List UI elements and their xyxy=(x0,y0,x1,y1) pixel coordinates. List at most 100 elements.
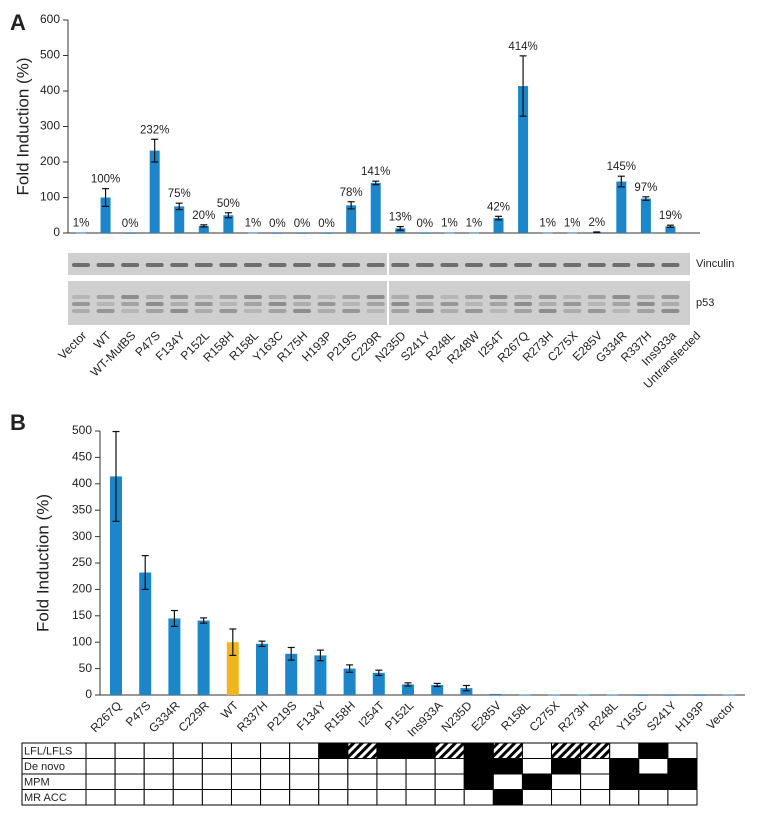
blot-band xyxy=(293,295,312,299)
blot-band xyxy=(219,295,238,299)
value-label: 0% xyxy=(122,218,139,230)
value-label: 20% xyxy=(192,210,215,222)
bar xyxy=(247,232,258,234)
table-cell xyxy=(521,789,553,806)
table-cell xyxy=(405,758,436,775)
bar xyxy=(665,226,676,233)
table-cell xyxy=(405,789,436,806)
table-cell xyxy=(609,742,640,759)
table-cell xyxy=(143,742,174,759)
blot-band xyxy=(538,309,557,313)
x-tick-label: R158H xyxy=(322,698,358,734)
x-tick-label: C275X xyxy=(527,698,563,734)
blot-band xyxy=(538,302,557,306)
y-tick-label: 0 xyxy=(53,225,60,239)
blot-band xyxy=(440,302,459,306)
blot-band xyxy=(587,295,606,299)
blot-band xyxy=(391,302,410,306)
blot-band xyxy=(170,263,189,267)
bar xyxy=(139,572,152,695)
bar xyxy=(256,643,268,695)
error-bar xyxy=(666,224,674,228)
value-label: 232% xyxy=(140,124,169,136)
table-cell xyxy=(521,758,553,775)
y-tick-label: 500 xyxy=(72,423,92,437)
x-tick-label: Vector xyxy=(55,328,89,362)
blot-band xyxy=(194,295,213,299)
y-axis-title: Fold Induction (%) xyxy=(33,494,52,632)
blot-label: Vinculin xyxy=(696,258,734,270)
error-bar xyxy=(617,175,625,188)
error-bar xyxy=(462,684,470,692)
error-bar xyxy=(112,430,120,522)
x-tick-label: S241Y xyxy=(644,698,679,733)
table-cell xyxy=(521,773,553,790)
blot-band xyxy=(587,309,606,313)
blot-band xyxy=(72,302,90,306)
table-cell xyxy=(85,758,116,775)
blot-strip xyxy=(68,281,690,325)
x-tick-label: R158L xyxy=(498,698,533,733)
x-tick-label: R273H xyxy=(555,698,591,734)
blot-band xyxy=(538,263,557,267)
blot-label: p53 xyxy=(696,297,714,309)
blot-band xyxy=(293,309,312,313)
blot-band xyxy=(170,302,189,306)
blot-band xyxy=(514,295,533,299)
table-cell xyxy=(551,773,582,790)
table-cell xyxy=(172,789,203,806)
error-bar xyxy=(519,55,527,117)
table-cell xyxy=(85,742,116,759)
bar xyxy=(168,618,181,695)
table-row-label: MPM xyxy=(24,777,50,789)
bar xyxy=(664,695,677,696)
y-tick-label: 450 xyxy=(72,450,92,464)
error-bar xyxy=(433,682,441,688)
y-tick-label: 300 xyxy=(72,529,92,543)
table-cell xyxy=(667,789,698,806)
table-cell xyxy=(667,758,698,775)
error-bar xyxy=(141,555,149,591)
error-bar xyxy=(175,202,183,211)
blot-band xyxy=(268,263,287,267)
table-cell xyxy=(114,742,145,759)
value-label: 1% xyxy=(441,218,458,230)
bar xyxy=(197,620,210,695)
blot-band xyxy=(415,295,434,299)
table-cell xyxy=(143,789,174,806)
table-cell xyxy=(289,742,320,759)
blot-band xyxy=(145,302,164,306)
blot-band xyxy=(268,295,287,299)
table-cell xyxy=(347,773,378,790)
blot-band xyxy=(268,309,287,313)
bar xyxy=(567,232,578,234)
bar xyxy=(489,693,502,695)
table-cell xyxy=(638,758,669,775)
table-cell xyxy=(318,789,349,806)
y-axis-title: Fold Induction (%) xyxy=(13,58,32,196)
y-tick-label: 200 xyxy=(72,582,92,596)
bar xyxy=(110,476,122,695)
table-cell xyxy=(347,742,378,759)
blot-band xyxy=(342,295,361,299)
blot-band xyxy=(121,309,140,313)
blot-band xyxy=(317,309,336,313)
blot-band xyxy=(342,309,361,313)
blot-band xyxy=(563,302,582,306)
y-tick-label: 50 xyxy=(79,661,93,675)
blot-band xyxy=(636,309,655,313)
x-tick-label: G334R xyxy=(146,698,183,735)
blot-band xyxy=(170,295,189,299)
table-cell xyxy=(551,789,582,806)
table-cell xyxy=(289,789,320,806)
blot-band xyxy=(268,302,287,306)
bar xyxy=(431,684,444,695)
y-tick-label: 100 xyxy=(72,634,92,648)
value-label: 141% xyxy=(361,166,390,178)
bar xyxy=(372,672,385,695)
table-cell xyxy=(260,758,291,775)
error-bar xyxy=(346,664,354,673)
table-cell xyxy=(492,758,523,775)
bar xyxy=(694,695,706,696)
table-cell xyxy=(85,773,116,790)
